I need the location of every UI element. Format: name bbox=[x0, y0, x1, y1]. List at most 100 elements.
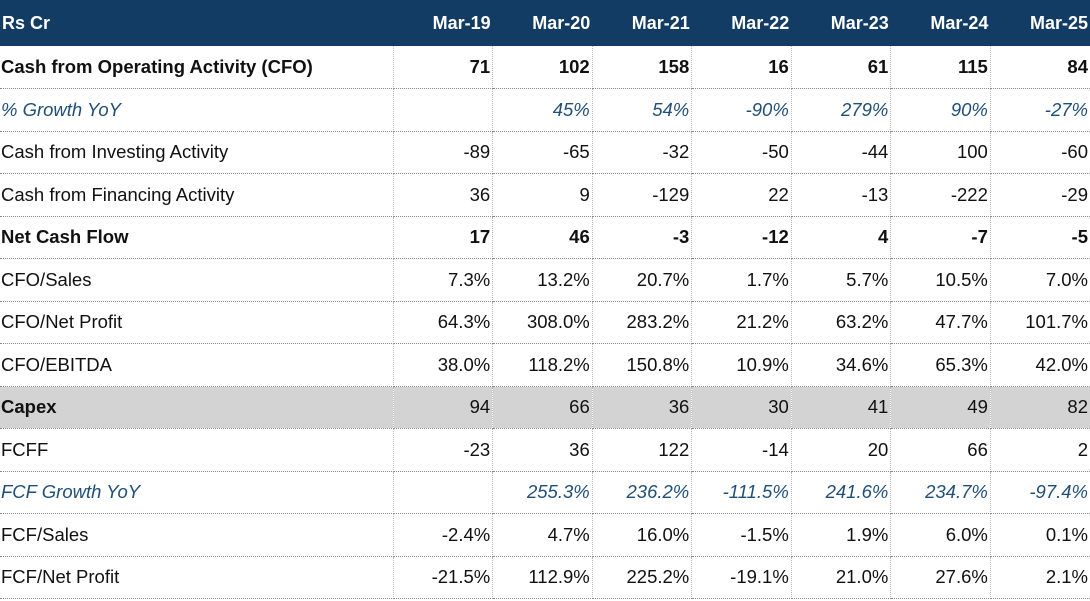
value-cell[interactable]: 241.6% bbox=[791, 471, 892, 514]
value-cell[interactable]: 47.7% bbox=[890, 301, 991, 344]
value-cell[interactable]: 22 bbox=[691, 173, 792, 217]
header-year-cell[interactable]: Mar-23 bbox=[830, 12, 889, 33]
value-cell[interactable]: 225.2% bbox=[592, 556, 693, 599]
value-cell[interactable]: 9 bbox=[492, 173, 593, 217]
value-cell[interactable]: -7 bbox=[890, 216, 991, 259]
value-cell[interactable]: 71 bbox=[393, 46, 494, 89]
value-cell[interactable]: -65 bbox=[492, 131, 593, 174]
value-cell[interactable]: 45% bbox=[492, 88, 593, 132]
value-cell[interactable]: 1.7% bbox=[691, 258, 792, 302]
value-cell[interactable]: 38.0% bbox=[393, 343, 494, 387]
value-cell[interactable]: 34.6% bbox=[791, 343, 892, 387]
row-label-cell[interactable]: Cash from Financing Activity bbox=[0, 173, 394, 217]
value-cell[interactable]: 4.7% bbox=[492, 513, 593, 557]
value-cell[interactable]: 54% bbox=[592, 88, 693, 132]
value-cell[interactable]: 64.3% bbox=[393, 301, 494, 344]
value-cell[interactable]: 0.1% bbox=[990, 513, 1090, 557]
value-cell[interactable]: 2 bbox=[990, 428, 1090, 472]
value-cell[interactable]: 150.8% bbox=[592, 343, 693, 387]
value-cell[interactable]: -19.1% bbox=[691, 556, 792, 599]
value-cell[interactable]: 21.2% bbox=[691, 301, 792, 344]
value-cell[interactable]: -12 bbox=[691, 216, 792, 259]
value-cell[interactable]: 7.0% bbox=[990, 258, 1090, 302]
value-cell[interactable]: -50 bbox=[691, 131, 792, 174]
value-cell[interactable]: 49 bbox=[890, 386, 991, 429]
header-year-cell[interactable]: Mar-19 bbox=[432, 12, 491, 33]
value-cell[interactable]: 308.0% bbox=[492, 301, 593, 344]
value-cell[interactable]: -129 bbox=[592, 173, 693, 217]
value-cell[interactable]: -111.5% bbox=[691, 471, 792, 514]
value-cell[interactable]: 279% bbox=[791, 88, 892, 132]
value-cell[interactable]: 10.5% bbox=[890, 258, 991, 302]
value-cell[interactable]: 65.3% bbox=[890, 343, 991, 387]
value-cell[interactable]: 30 bbox=[691, 386, 792, 429]
value-cell[interactable]: 36 bbox=[492, 428, 593, 472]
value-cell[interactable]: 16 bbox=[691, 46, 792, 89]
value-cell[interactable]: -21.5% bbox=[393, 556, 494, 599]
value-cell[interactable]: -14 bbox=[691, 428, 792, 472]
value-cell[interactable]: 4 bbox=[791, 216, 892, 259]
value-cell[interactable]: -13 bbox=[791, 173, 892, 217]
value-cell[interactable]: -32 bbox=[592, 131, 693, 174]
value-cell[interactable]: 46 bbox=[492, 216, 593, 259]
value-cell[interactable]: -90% bbox=[691, 88, 792, 132]
value-cell[interactable]: 1.9% bbox=[791, 513, 892, 557]
value-cell[interactable]: -23 bbox=[393, 428, 494, 472]
value-cell[interactable]: 82 bbox=[990, 386, 1090, 429]
value-cell[interactable]: 61 bbox=[791, 46, 892, 89]
value-cell[interactable]: 13.2% bbox=[492, 258, 593, 302]
value-cell[interactable]: 20 bbox=[791, 428, 892, 472]
value-cell[interactable]: 66 bbox=[492, 386, 593, 429]
row-label-cell[interactable]: FCFF bbox=[0, 428, 394, 472]
value-cell[interactable]: 84 bbox=[990, 46, 1090, 89]
value-cell[interactable]: 10.9% bbox=[691, 343, 792, 387]
value-cell[interactable]: -2.4% bbox=[393, 513, 494, 557]
value-cell[interactable]: -60 bbox=[990, 131, 1090, 174]
value-cell[interactable]: -5 bbox=[990, 216, 1090, 259]
header-year-cell[interactable]: Mar-20 bbox=[532, 12, 591, 33]
value-cell[interactable]: 236.2% bbox=[592, 471, 693, 514]
row-label-cell[interactable]: Capex bbox=[0, 386, 394, 429]
value-cell[interactable]: 7.3% bbox=[393, 258, 494, 302]
value-cell[interactable]: 100 bbox=[890, 131, 991, 174]
value-cell[interactable]: 66 bbox=[890, 428, 991, 472]
value-cell[interactable]: 283.2% bbox=[592, 301, 693, 344]
row-label-cell[interactable]: % Growth YoY bbox=[0, 88, 394, 132]
value-cell[interactable]: -29 bbox=[990, 173, 1090, 217]
value-cell[interactable]: -222 bbox=[890, 173, 991, 217]
value-cell[interactable]: 2.1% bbox=[990, 556, 1090, 599]
value-cell[interactable]: 21.0% bbox=[791, 556, 892, 599]
value-cell[interactable]: -89 bbox=[393, 131, 494, 174]
row-label-cell[interactable]: CFO/Sales bbox=[0, 258, 394, 302]
value-cell[interactable]: 42.0% bbox=[990, 343, 1090, 387]
row-label-cell[interactable]: FCF/Net Profit bbox=[0, 556, 394, 599]
value-cell[interactable]: 94 bbox=[393, 386, 494, 429]
value-cell[interactable]: -97.4% bbox=[990, 471, 1090, 514]
value-cell[interactable]: 115 bbox=[890, 46, 991, 89]
value-cell[interactable]: 90% bbox=[890, 88, 991, 132]
value-cell[interactable]: 20.7% bbox=[592, 258, 693, 302]
value-cell[interactable]: 41 bbox=[791, 386, 892, 429]
row-label-cell[interactable]: CFO/Net Profit bbox=[0, 301, 394, 344]
header-year-cell[interactable]: Mar-22 bbox=[731, 12, 790, 33]
value-cell[interactable]: 63.2% bbox=[791, 301, 892, 344]
value-cell[interactable]: 17 bbox=[393, 216, 494, 259]
value-cell[interactable]: 234.7% bbox=[890, 471, 991, 514]
row-label-cell[interactable]: Cash from Operating Activity (CFO) bbox=[0, 46, 394, 89]
header-year-cell[interactable]: Mar-25 bbox=[1029, 12, 1088, 33]
header-year-cell[interactable]: Mar-24 bbox=[930, 12, 989, 33]
header-label-cell[interactable]: Rs Cr bbox=[2, 12, 51, 33]
row-label-cell[interactable]: FCF Growth YoY bbox=[0, 471, 394, 514]
header-year-cell[interactable]: Mar-21 bbox=[631, 12, 690, 33]
row-label-cell[interactable]: Cash from Investing Activity bbox=[0, 131, 394, 174]
value-cell[interactable]: 102 bbox=[492, 46, 593, 89]
value-cell[interactable]: 255.3% bbox=[492, 471, 593, 514]
row-label-cell[interactable]: FCF/Sales bbox=[0, 513, 394, 557]
value-cell[interactable]: 36 bbox=[393, 173, 494, 217]
value-cell[interactable]: -27% bbox=[990, 88, 1090, 132]
value-cell[interactable]: 101.7% bbox=[990, 301, 1090, 344]
value-cell[interactable]: 27.6% bbox=[890, 556, 991, 599]
value-cell[interactable]: 36 bbox=[592, 386, 693, 429]
value-cell[interactable]: 158 bbox=[592, 46, 693, 89]
value-cell[interactable]: -3 bbox=[592, 216, 693, 259]
